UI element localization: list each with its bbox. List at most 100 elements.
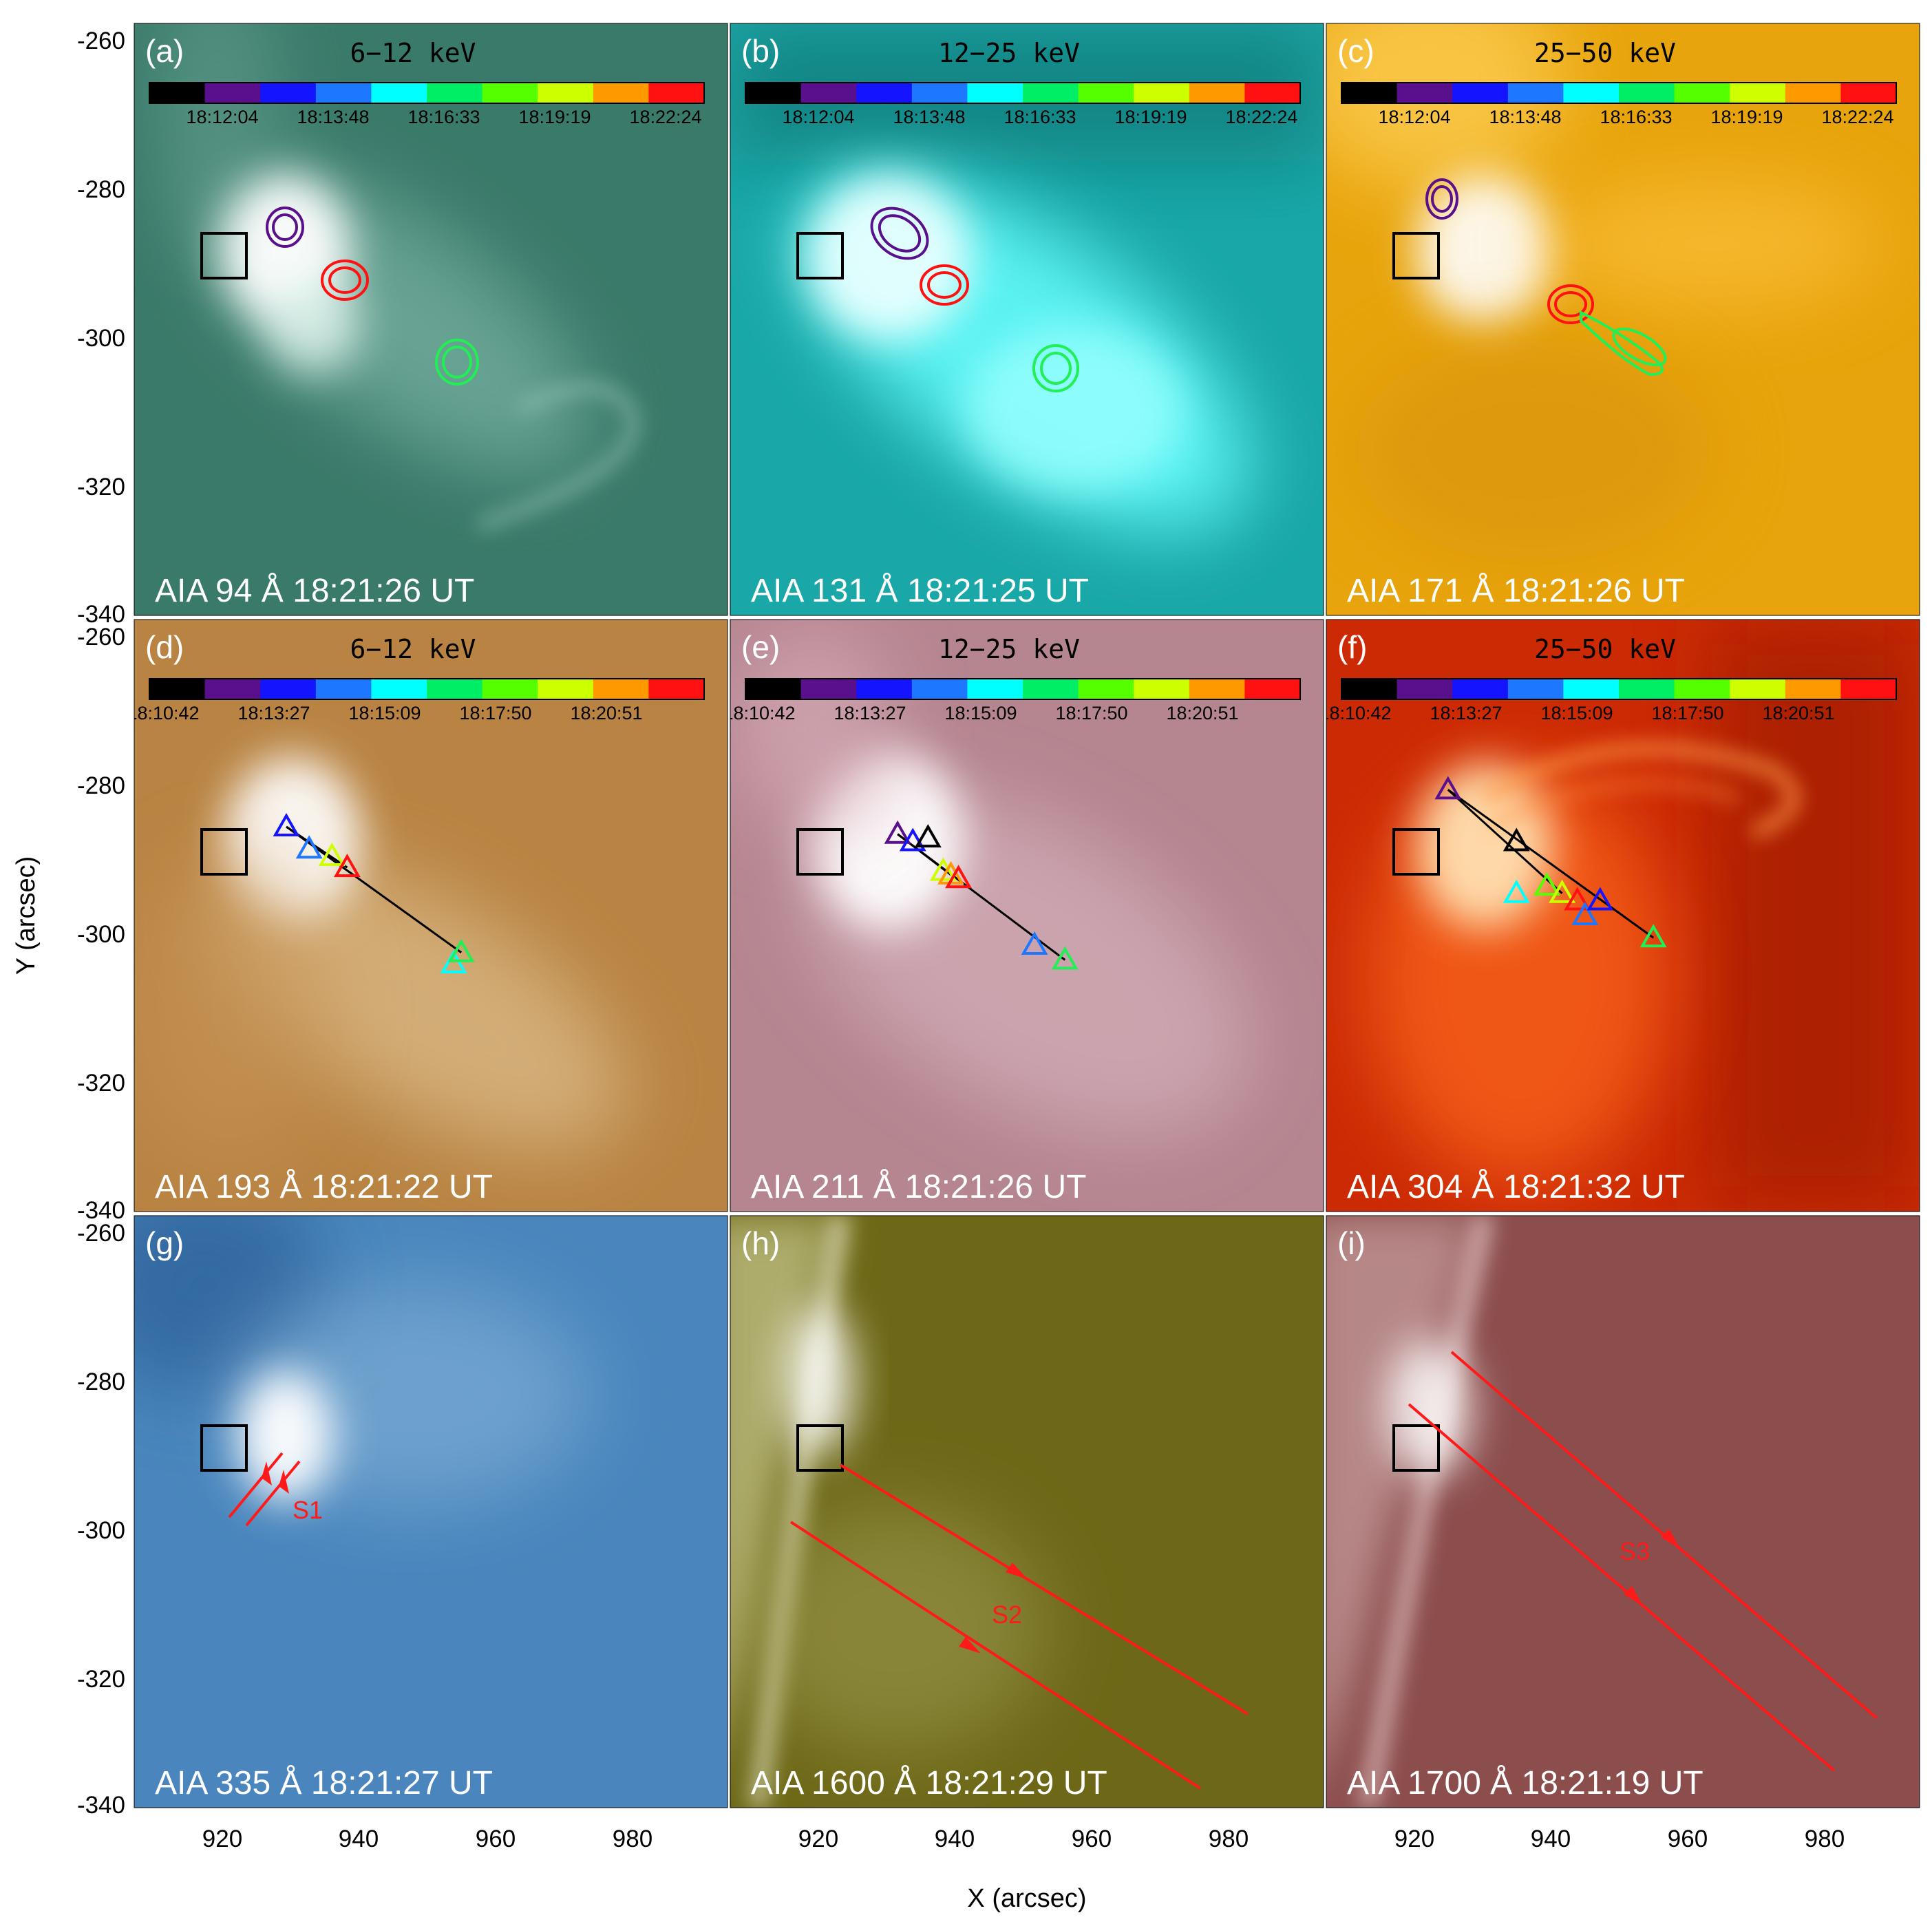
colorbar-segment (1785, 83, 1841, 103)
panel-c: (c) 25−50 keV 18:12:04 18:13:48 18:16:33… (1326, 23, 1920, 616)
x-tick: 960 (1072, 1826, 1112, 1852)
x-tick: 960 (476, 1826, 516, 1852)
panel-c-energy: 25−50 keV (1534, 38, 1676, 68)
y-axis-label: Y (arcsec) (12, 856, 41, 975)
y-ticks: -260 -280 -300 -320 -340 -260 -280 -300 … (77, 28, 125, 1819)
panel-g-caption: AIA 335 Å 18:21:27 UT (155, 1765, 493, 1801)
panel-a: (a) 6−12 keV 18:12:04 18:13:48 18:16:33 … (134, 23, 728, 616)
panel-a-label: (a) (145, 33, 184, 69)
colorbar-segment (427, 83, 483, 103)
centroid-triangle (1503, 879, 1530, 903)
svg-text:18:13:48: 18:13:48 (297, 107, 369, 127)
source-contour (1425, 178, 1458, 220)
centroid-triangle (1564, 887, 1591, 911)
colorbar-segment (1023, 679, 1079, 699)
y-tick: -320 (77, 474, 125, 500)
x-tick: 940 (1531, 1826, 1571, 1852)
colorbar-segment (648, 679, 705, 699)
panel-g-label: (g) (145, 1225, 184, 1261)
panel-d-caption: AIA 193 Å 18:21:22 UT (155, 1169, 493, 1205)
svg-text:18:16:33: 18:16:33 (1004, 107, 1076, 127)
colorbar-segment (800, 83, 857, 103)
colorbar-segment (1189, 679, 1245, 699)
colorbar-segment (1341, 83, 1398, 103)
svg-text:18:12:04: 18:12:04 (1378, 107, 1450, 127)
centroid-triangle (1503, 827, 1530, 852)
colorbar-segment (745, 679, 802, 699)
colorbar-segment (1078, 83, 1134, 103)
y-tick: -320 (77, 1666, 125, 1693)
panel-e-colorbar-times: 18:10:42 18:13:27 18:15:09 18:17:50 18:2… (723, 703, 1239, 723)
panel-a-energy: 6−12 keV (350, 38, 476, 68)
track-line (1447, 789, 1655, 939)
svg-text:18:13:27: 18:13:27 (1430, 703, 1502, 723)
panel-b-label: (b) (741, 33, 780, 69)
slit-s3-label: S3 (1620, 1537, 1650, 1565)
svg-text:18:22:24: 18:22:24 (629, 107, 701, 127)
footpoint-box (796, 828, 844, 876)
y-tick: -280 (77, 1368, 125, 1395)
y-tick: -300 (77, 1517, 125, 1544)
colorbar-segment (1507, 83, 1564, 103)
svg-text:18:20:51: 18:20:51 (1762, 703, 1834, 723)
x-tick: 940 (935, 1826, 975, 1852)
colorbar-segment (149, 679, 206, 699)
svg-text:18:22:24: 18:22:24 (1821, 107, 1893, 127)
centroid-triangle (1434, 776, 1462, 800)
y-tick: -320 (77, 1070, 125, 1097)
panel-e-triangles (884, 820, 1079, 970)
colorbar-segment (427, 679, 483, 699)
colorbar-segment (1244, 83, 1301, 103)
footpoint-box (796, 232, 844, 279)
slit-s2 (789, 1463, 1249, 1790)
svg-text:18:10:42: 18:10:42 (723, 703, 795, 723)
source-contour (1547, 284, 1594, 324)
svg-text:18:15:09: 18:15:09 (1540, 703, 1613, 723)
panel-b-emission (730, 23, 1324, 532)
slit-s1 (228, 1452, 301, 1527)
svg-text:18:22:24: 18:22:24 (1225, 107, 1297, 127)
y-tick: -280 (77, 772, 125, 799)
track-line (1447, 789, 1563, 894)
colorbar-segment (482, 679, 538, 699)
centroid-triangle (440, 949, 467, 973)
panel-a-emission (155, 23, 639, 531)
svg-text:18:20:51: 18:20:51 (570, 703, 642, 723)
panel-b: (b) 12−25 keV 18:12:04 18:13:48 18:16:33… (730, 23, 1324, 616)
hxr-sources (870, 207, 1079, 392)
footpoint-box (200, 828, 248, 876)
footpoint-box (1392, 828, 1440, 876)
footpoint-box (200, 1424, 248, 1472)
arrow-icon (262, 1461, 272, 1486)
panel-i: S3 (i) AIA 1700 Å 18:21:19 UT (1326, 1215, 1920, 1808)
colorbar-segment (1507, 679, 1564, 699)
centroid-triangle (1533, 871, 1560, 896)
colorbar-segment (911, 83, 968, 103)
colorbar-segment (260, 679, 317, 699)
svg-text:18:16:33: 18:16:33 (1600, 107, 1672, 127)
x-ticks: 920 940 960 980 920 940 960 980 920 940 … (202, 1826, 1845, 1852)
y-tick: -300 (77, 325, 125, 352)
x-tick: 920 (1394, 1826, 1434, 1852)
x-axis-label: X (arcsec) (967, 1884, 1086, 1913)
panel-d-colorbar-times: 18:10:42 18:13:27 18:15:09 18:17:50 18:2… (134, 703, 643, 723)
slit-s1-label: S1 (293, 1496, 323, 1524)
colorbar-segment (204, 679, 261, 699)
centroid-triangle (273, 812, 300, 836)
colorbar-segment (911, 679, 968, 699)
colorbar-segment (1619, 679, 1675, 699)
colorbar-segment (315, 83, 372, 103)
panel-c-colorbar (1341, 82, 1897, 104)
svg-text:18:15:09: 18:15:09 (348, 703, 421, 723)
colorbar-segment (1244, 679, 1301, 699)
centroid-triangle (945, 865, 972, 889)
colorbar-segment (648, 83, 705, 103)
panel-f-energy: 25−50 keV (1534, 634, 1676, 664)
panel-h: S2 (h) AIA 1600 Å 18:21:29 UT (730, 1215, 1324, 1808)
slit-s2-label: S2 (992, 1600, 1022, 1629)
source-contour (920, 264, 969, 306)
centroid-triangle (447, 938, 475, 962)
panel-d: (d) 6−12 keV 18:10:42 18:13:27 18:15:09 … (134, 619, 728, 1212)
colorbar-segment (1840, 679, 1897, 699)
arrow-icon (1006, 1563, 1028, 1579)
